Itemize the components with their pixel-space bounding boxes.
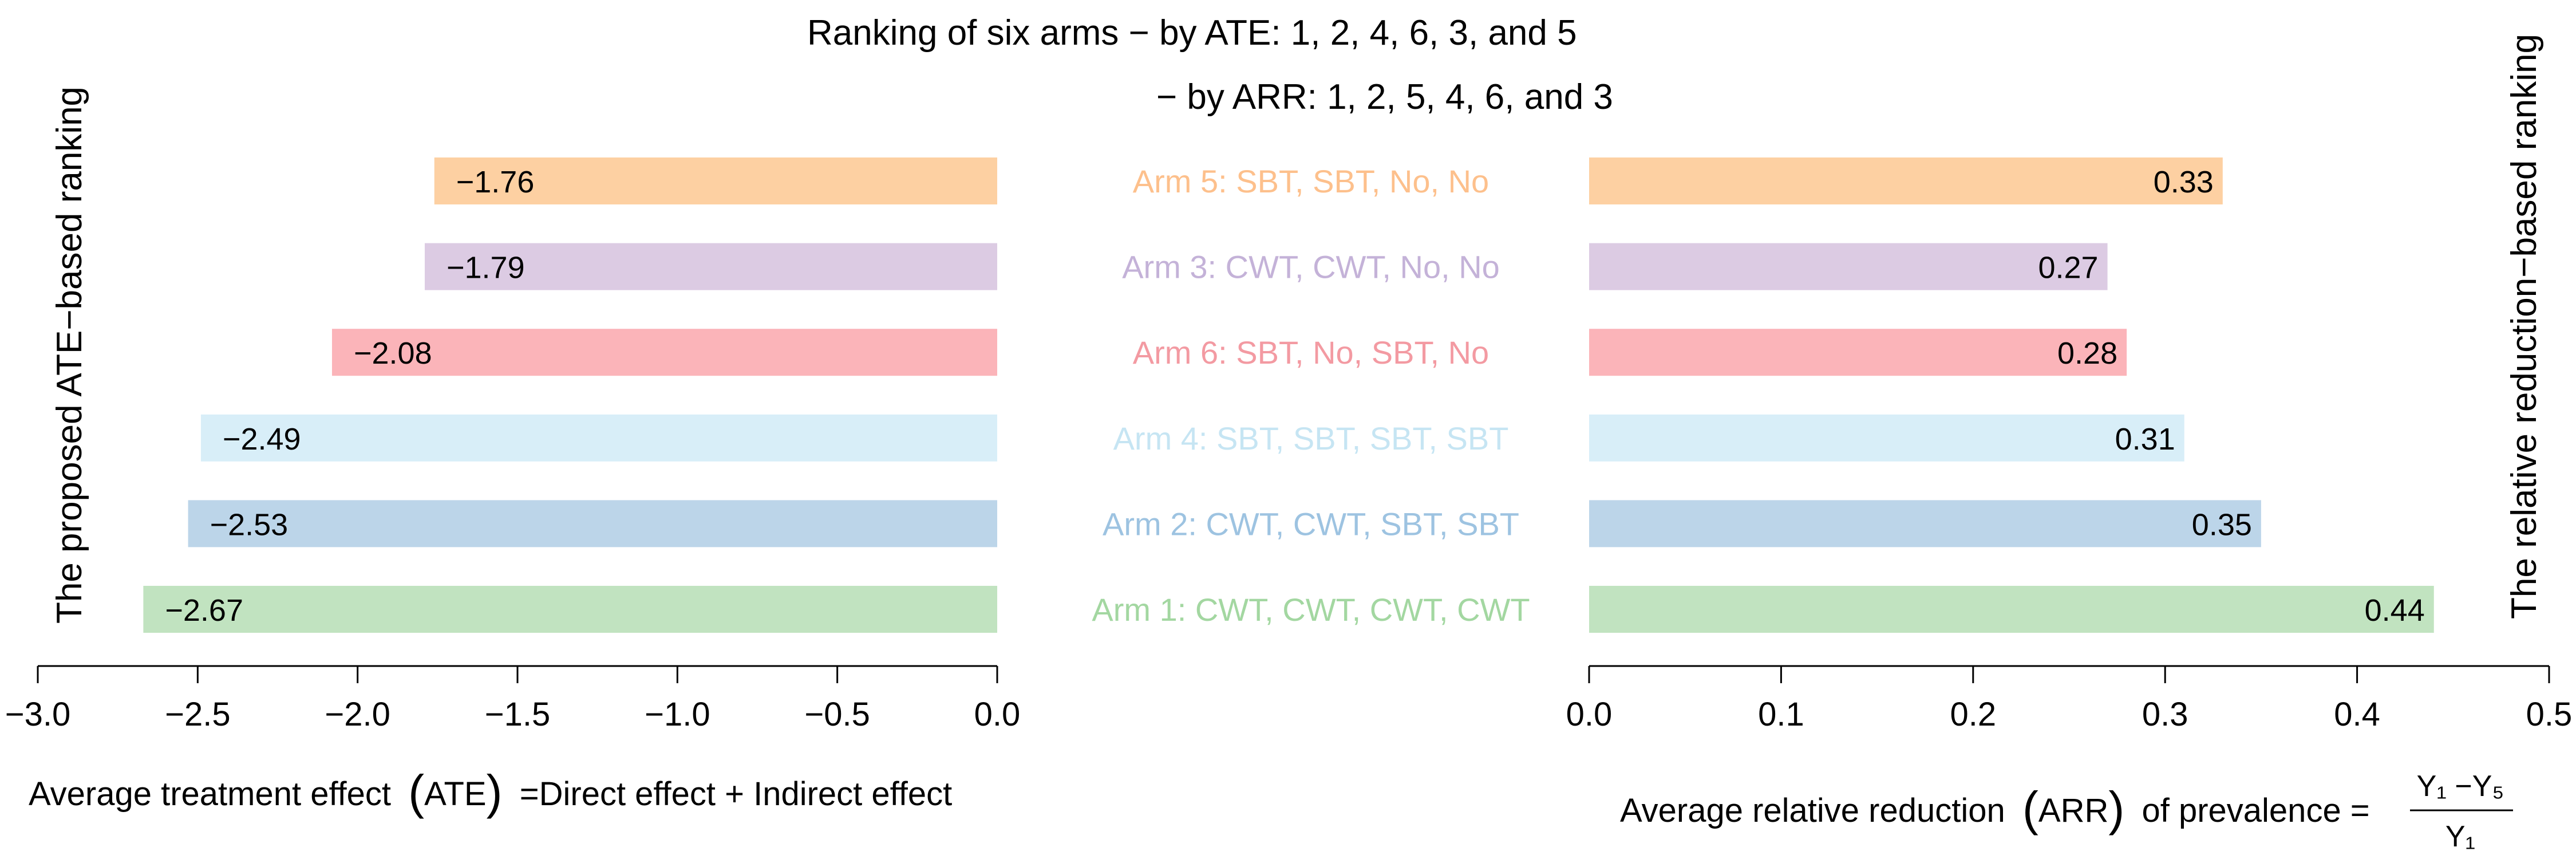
right-bar-arm-1 bbox=[1589, 157, 2223, 204]
right-x-label-abbr: ARR bbox=[2038, 792, 2108, 829]
left-y-axis-label: The proposed ATE−based ranking bbox=[50, 86, 89, 624]
right-x-tick-label: 0.0 bbox=[1566, 696, 1613, 733]
left-x-axis-label: Average treatment effect (ATE) =Direct e… bbox=[29, 765, 952, 819]
right-bar-arm-5 bbox=[1589, 500, 2261, 547]
right-x-label-suffix: of prevalence = bbox=[2142, 792, 2369, 829]
right-bar-value-label: 0.27 bbox=[2038, 251, 2098, 285]
arm-label: Arm 3: CWT, CWT, No, No bbox=[1122, 249, 1500, 285]
left-bar-value-label: −2.08 bbox=[354, 336, 432, 371]
left-bar-value-label: −2.49 bbox=[223, 422, 301, 456]
right-x-tick-label: 0.2 bbox=[1950, 696, 1996, 733]
left-panel-bars: −1.76 −1.79 −2.08 −2.49 −2.53 −2.67 bbox=[143, 157, 998, 633]
left-x-label-close-paren: ) bbox=[487, 765, 503, 819]
fraction-numerator: Y₁ −Y₅ bbox=[2417, 770, 2504, 803]
left-x-tick-label: −1.0 bbox=[645, 696, 710, 733]
right-x-tick-label: 0.3 bbox=[2142, 696, 2188, 733]
left-x-tick-label: −1.5 bbox=[485, 696, 551, 733]
left-bar-value-label: −1.76 bbox=[456, 165, 535, 199]
right-bar-value-label: 0.28 bbox=[2057, 336, 2117, 371]
arm-label: Arm 4: SBT, SBT, SBT, SBT bbox=[1113, 420, 1509, 456]
left-bar-arm-3 bbox=[331, 329, 997, 376]
right-x-axis-label: Average relative reduction (ARR) of prev… bbox=[1620, 782, 2370, 836]
left-x-label-suffix: =Direct effect + Indirect effect bbox=[520, 775, 952, 813]
arm-label: Arm 5: SBT, SBT, No, No bbox=[1133, 163, 1489, 199]
right-x-tick-label: 0.1 bbox=[1758, 696, 1804, 733]
right-bar-value-label: 0.35 bbox=[2192, 507, 2252, 542]
right-bar-arm-4 bbox=[1589, 414, 2184, 462]
right-bar-value-label: 0.31 bbox=[2115, 422, 2175, 456]
left-bar-value-label: −1.79 bbox=[447, 251, 525, 285]
right-bar-value-label: 0.44 bbox=[2365, 593, 2425, 628]
left-x-label-abbr: ATE bbox=[424, 775, 487, 813]
left-x-tick-label: −2.5 bbox=[165, 696, 231, 733]
left-x-label-prefix: Average treatment effect bbox=[29, 775, 391, 813]
right-panel-bars: 0.33 0.27 0.28 0.31 0.35 0.44 bbox=[1589, 157, 2434, 633]
right-x-tick-label: 0.5 bbox=[2526, 696, 2573, 733]
right-y-axis-label: The relative reduction−based ranking bbox=[2504, 34, 2544, 619]
left-x-label-open-paren: ( bbox=[408, 765, 424, 819]
left-bar-value-label: −2.53 bbox=[210, 507, 289, 542]
arm-label: Arm 1: CWT, CWT, CWT, CWT bbox=[1092, 592, 1530, 628]
fraction-denominator: Y₁ bbox=[2445, 820, 2475, 853]
chart-title-line1: Ranking of six arms − by ATE: 1, 2, 4, 6… bbox=[807, 13, 1577, 53]
left-bar-arm-6 bbox=[143, 586, 998, 633]
right-x-label-close-paren: ) bbox=[2108, 782, 2124, 836]
left-bar-arm-5 bbox=[188, 500, 997, 547]
arm-label: Arm 2: CWT, CWT, SBT, SBT bbox=[1103, 506, 1519, 542]
right-x-label-open-paren: ( bbox=[2022, 782, 2038, 836]
right-bar-arm-3 bbox=[1589, 329, 2127, 376]
arm-label: Arm 6: SBT, No, SBT, No bbox=[1133, 334, 1489, 371]
left-bar-arm-2 bbox=[424, 243, 997, 290]
right-bar-arm-2 bbox=[1589, 243, 2108, 290]
right-x-axis: 0.0 0.1 0.2 0.3 0.4 0.5 bbox=[1566, 665, 2573, 733]
right-x-label-prefix: Average relative reduction bbox=[1620, 792, 2005, 829]
right-bar-value-label: 0.33 bbox=[2154, 165, 2214, 199]
left-bar-arm-4 bbox=[200, 414, 997, 462]
left-bar-value-label: −2.67 bbox=[165, 593, 243, 628]
chart-title-line2: − by ARR: 1, 2, 5, 4, 6, and 3 bbox=[1156, 77, 1613, 117]
left-x-tick-label: −3.0 bbox=[5, 696, 71, 733]
arm-labels: Arm 5: SBT, SBT, No, No Arm 3: CWT, CWT, … bbox=[1092, 163, 1530, 628]
left-x-tick-label: 0.0 bbox=[974, 696, 1021, 733]
right-x-tick-label: 0.4 bbox=[2334, 696, 2380, 733]
left-x-axis: −3.0 −2.5 −2.0 −1.5 −1.0 −0.5 0.0 bbox=[5, 665, 1021, 733]
left-x-tick-label: −0.5 bbox=[804, 696, 870, 733]
left-x-tick-label: −2.0 bbox=[325, 696, 390, 733]
right-bar-arm-6 bbox=[1589, 586, 2434, 633]
left-bar-arm-1 bbox=[434, 157, 997, 204]
